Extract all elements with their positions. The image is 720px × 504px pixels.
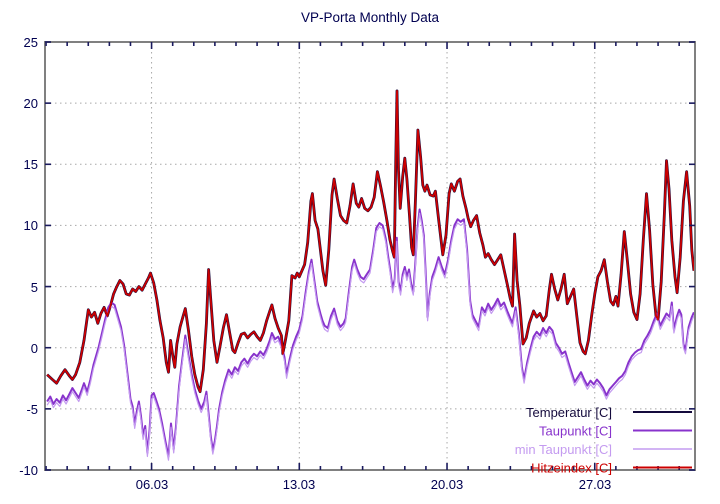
y-axis-labels: 25 20 15 10 5 0 -5 -10: [19, 35, 38, 478]
legend-label-hitzeindex: Hitzeindex [C]: [531, 461, 612, 476]
y-tick-label: 15: [24, 157, 38, 172]
plot-border: [44, 41, 696, 471]
legend-label-taupunkt: Taupunkt [C]: [539, 424, 612, 439]
y-tick-label: 0: [31, 341, 38, 356]
y-tick-label: 25: [24, 35, 38, 50]
axis-ticks: [45, 41, 695, 471]
series-hitzeindex: [46, 90, 695, 393]
series-min-taupunkt: [46, 212, 695, 461]
x-tick-label: 13.03: [283, 477, 316, 492]
y-tick-label: 10: [24, 218, 38, 233]
chart-legend: Temperatur [C] Taupunkt [C] min Taupunkt…: [515, 405, 692, 476]
chart-title: VP-Porta Monthly Data: [301, 10, 440, 25]
x-axis-labels: 06.03 13.03 20.03 27.03: [136, 477, 612, 492]
series-temperatur: [46, 89, 695, 394]
x-tick-label: 20.03: [431, 477, 464, 492]
y-tick-label: 5: [31, 280, 38, 295]
grid-lines: [45, 42, 695, 470]
series-lines: [46, 89, 695, 461]
x-tick-label: 06.03: [136, 477, 169, 492]
legend-label-temperatur: Temperatur [C]: [526, 405, 612, 420]
y-tick-label: -5: [26, 402, 38, 417]
y-tick-label: 20: [24, 96, 38, 111]
legend-label-min-taupunkt: min Taupunkt [C]: [515, 442, 612, 457]
x-tick-label: 27.03: [579, 477, 612, 492]
y-tick-label: -10: [19, 463, 38, 478]
